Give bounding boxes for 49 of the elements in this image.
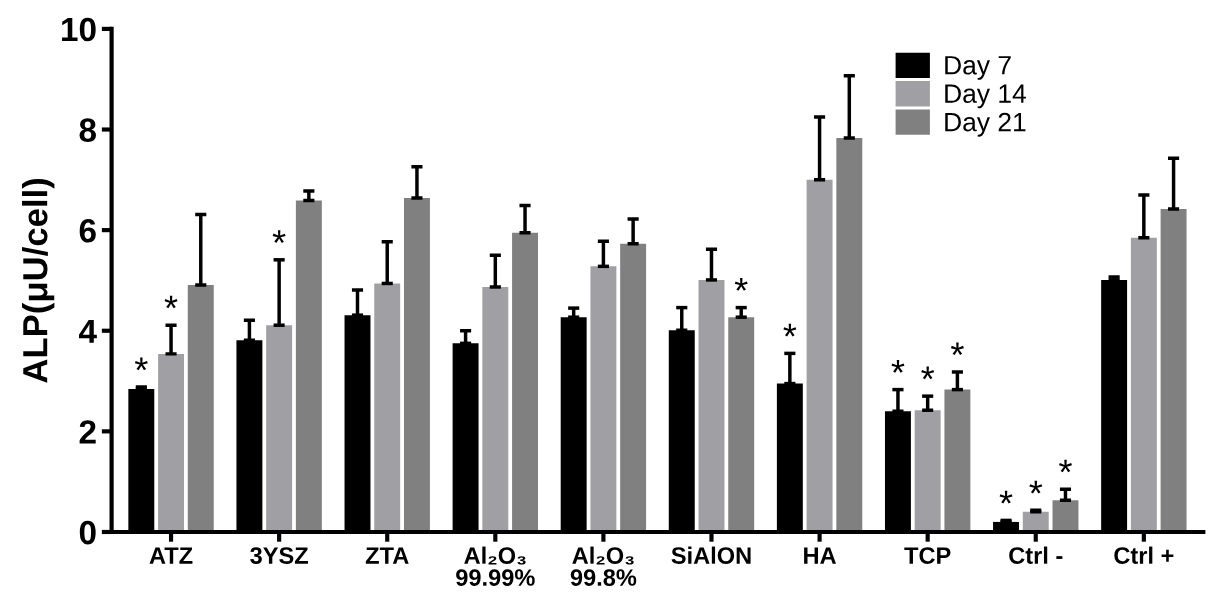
data-label: *	[950, 342, 964, 356]
legend-label: Day 7	[945, 56, 1011, 80]
bar	[295, 200, 322, 532]
bar	[806, 179, 833, 532]
bar	[374, 283, 401, 532]
y-tick-label: 4	[78, 319, 97, 343]
x-tick-label: SiAlON	[671, 546, 751, 564]
y-tick-label: 8	[79, 118, 96, 142]
bar	[1160, 209, 1187, 532]
x-tick-label: TCP	[904, 547, 951, 564]
x-tick-label: ATZ	[149, 547, 193, 564]
legend-label: Day 14	[945, 84, 1026, 109]
bar	[728, 317, 755, 532]
y-tick-label: 10	[62, 17, 96, 42]
y-tick-label: 0	[79, 520, 96, 545]
bar	[698, 279, 725, 532]
bar	[590, 266, 617, 532]
data-label: *	[164, 295, 178, 309]
x-tick-label: Al₂O₃ 99.99%	[456, 546, 535, 586]
x-tick-label: ZTA	[365, 547, 409, 564]
bar	[482, 286, 509, 532]
data-label: *	[1029, 480, 1043, 494]
y-axis-title: ALP(μU/cell)	[22, 178, 55, 383]
bar	[266, 325, 293, 532]
data-label: *	[134, 357, 148, 371]
y-tick-label: 6	[79, 218, 96, 243]
bar	[512, 232, 539, 532]
data-label: *	[272, 230, 286, 243]
bar	[1130, 237, 1157, 532]
bar	[187, 284, 214, 532]
legend-label: Day 21	[945, 112, 1026, 137]
bar	[914, 410, 941, 532]
y-tick-label: 2	[79, 420, 96, 444]
data-label: *	[783, 323, 797, 337]
bar	[944, 389, 971, 532]
data-label: *	[921, 366, 935, 380]
data-label: *	[891, 360, 905, 373]
bar	[158, 353, 185, 532]
bar	[403, 197, 430, 532]
bar	[836, 138, 863, 532]
x-tick-label: HA	[804, 547, 837, 564]
x-tick-label: Al₂O₃ 99.8%	[570, 546, 637, 586]
bar	[620, 243, 647, 532]
data-label: *	[1059, 459, 1072, 473]
data-label: *	[999, 490, 1013, 504]
x-tick-label: Ctrl +	[1114, 546, 1174, 564]
x-tick-label: Ctrl -	[1009, 546, 1063, 564]
x-tick-label: 3YSZ	[250, 547, 308, 564]
data-label: *	[734, 278, 748, 291]
